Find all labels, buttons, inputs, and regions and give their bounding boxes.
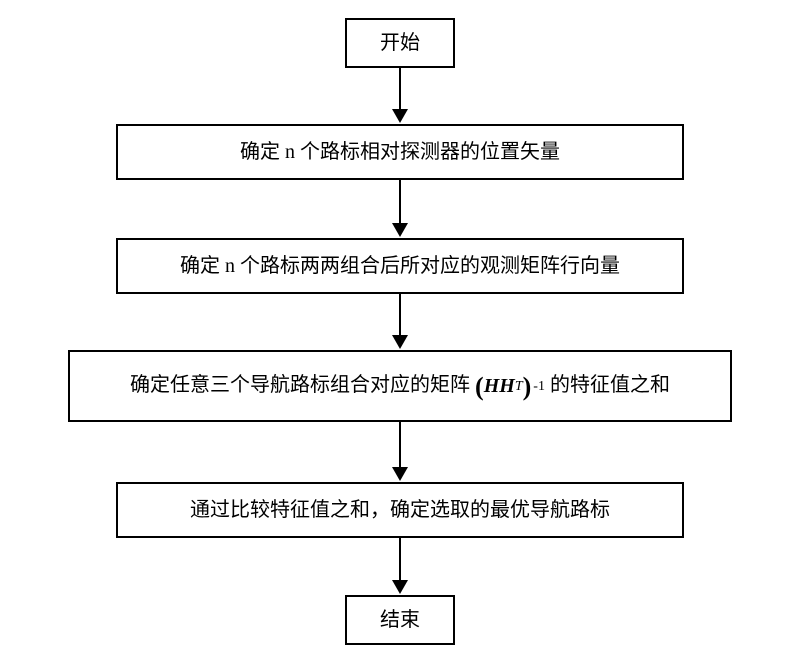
step4-label: 通过比较特征值之和，确定选取的最优导航路标 [190,495,610,525]
step3-suffix: 的特征值之和 [550,374,670,396]
arrow-1 [392,68,408,123]
step2-label: 确定 n 个路标两两组合后所对应的观测矩阵行向量 [180,251,620,281]
step4-node: 通过比较特征值之和，确定选取的最优导航路标 [116,482,684,538]
arrow-3 [392,294,408,349]
left-paren: ( [475,367,484,406]
end-node: 结束 [345,595,455,645]
start-label: 开始 [380,28,420,58]
step2-node: 确定 n 个路标两两组合后所对应的观测矩阵行向量 [116,238,684,294]
arrow-5 [392,538,408,594]
step3-prefix: 确定任意三个导航路标组合对应的矩阵 [130,374,470,396]
matrix-inverse: -1 [533,376,545,397]
step3-content: 确定任意三个导航路标组合对应的矩阵 ( HH T ) -1 的特征值之和 [130,367,670,406]
matrix-transpose: T [515,376,523,397]
end-label: 结束 [380,605,420,635]
start-node: 开始 [345,18,455,68]
matrix-hh: HH [484,371,515,401]
step1-label: 确定 n 个路标相对探测器的位置矢量 [240,137,560,167]
flowchart-container: 开始 确定 n 个路标相对探测器的位置矢量 确定 n 个路标两两组合后所对应的观… [0,0,800,660]
arrow-4 [392,422,408,481]
arrow-2 [392,180,408,237]
step1-node: 确定 n 个路标相对探测器的位置矢量 [116,124,684,180]
step3-node: 确定任意三个导航路标组合对应的矩阵 ( HH T ) -1 的特征值之和 [68,350,732,422]
right-paren: ) [523,367,532,406]
matrix-expression: ( HH T ) -1 [475,367,545,406]
